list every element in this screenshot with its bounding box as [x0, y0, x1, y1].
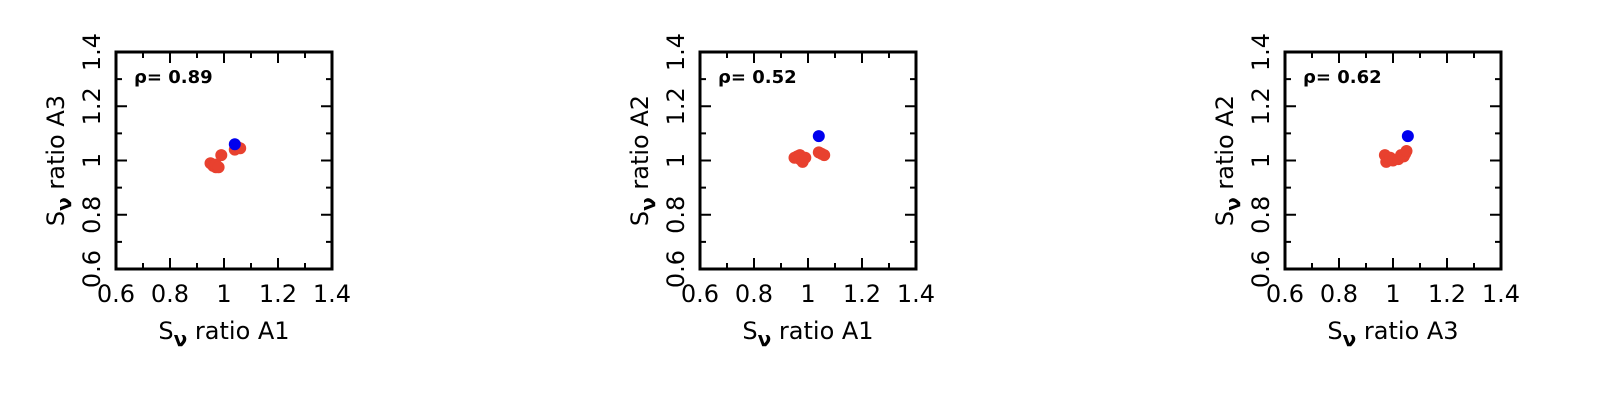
- correlation-annotation: ρ= 0.89: [134, 67, 213, 88]
- y-tick-label: 1: [78, 153, 106, 168]
- x-tick-label: 1.2: [1428, 280, 1466, 308]
- data-point-red: [818, 149, 831, 162]
- data-point-blue: [228, 138, 241, 151]
- scatter-panel-3: 0.6 0.8 1 1.2 1.4 0.6 0.8 1 1.2 1.4 Sν ratio A3 Sν …: [1211, 33, 1520, 351]
- data-point-blue: [1401, 130, 1414, 143]
- scatter-panel-1: 0.6 0.8 1 1.2 1.4 0.6 0.8 1 1.2 1.4 Sν ratio A1 Sν …: [42, 33, 351, 351]
- x-tick-label: 1.4: [1482, 280, 1520, 308]
- y-tick-label: 0.8: [78, 196, 106, 234]
- x-tick-label: 1: [216, 280, 231, 308]
- x-tick-label: 1.2: [259, 280, 297, 308]
- y-tick-label: 1.4: [1247, 33, 1275, 71]
- y-tick-label: 0.6: [662, 250, 690, 288]
- y-tick-label: 1.2: [1247, 87, 1275, 125]
- y-tick-label: 1: [1247, 153, 1275, 168]
- x-tick-label: 0.6: [681, 280, 719, 308]
- data-point-red: [1400, 145, 1413, 158]
- y-axis-label: Sν ratio A3: [42, 95, 76, 226]
- y-tick-label: 0.8: [1247, 196, 1275, 234]
- scatter-panel-2: 0.6 0.8 1 1.2 1.4 0.6 0.8 1 1.2 1.4 Sν ratio A1 Sν …: [626, 33, 935, 351]
- panels: 0.6 0.8 1 1.2 1.4 0.6 0.8 1 1.2 1.4 Sν ratio A1 Sν …: [42, 33, 1520, 351]
- y-tick-label: 1.4: [662, 33, 690, 71]
- x-tick-label: 1: [800, 280, 815, 308]
- x-tick-label: 0.6: [1266, 280, 1304, 308]
- x-tick-label: 0.8: [151, 280, 189, 308]
- y-tick-label: 1.2: [78, 87, 106, 125]
- x-tick-label: 0.8: [1320, 280, 1358, 308]
- x-tick-label: 0.8: [735, 280, 773, 308]
- x-tick-label: 1: [1385, 280, 1400, 308]
- correlation-annotation: ρ= 0.52: [718, 67, 797, 88]
- data-point-red: [799, 151, 812, 164]
- x-tick-label: 1.2: [843, 280, 881, 308]
- x-tick-label: 1.4: [313, 280, 351, 308]
- x-axis-label: Sν ratio A3: [1327, 317, 1458, 351]
- y-axis-label: Sν ratio A2: [626, 95, 660, 226]
- x-tick-label: 1.4: [897, 280, 935, 308]
- correlation-annotation: ρ= 0.62: [1303, 67, 1382, 88]
- data-point-red: [215, 149, 228, 162]
- y-axis-label: Sν ratio A2: [1211, 95, 1245, 226]
- y-tick-label: 1.2: [662, 87, 690, 125]
- data-point-blue: [812, 130, 825, 143]
- x-tick-label: 0.6: [97, 280, 135, 308]
- data-point-red: [212, 161, 225, 174]
- y-tick-label: 0.6: [1247, 250, 1275, 288]
- x-axis-label: Sν ratio A1: [742, 317, 873, 351]
- y-tick-label: 1: [662, 153, 690, 168]
- y-tick-label: 0.8: [662, 196, 690, 234]
- y-tick-label: 1.4: [78, 33, 106, 71]
- x-axis-label: Sν ratio A1: [158, 317, 289, 351]
- y-tick-label: 0.6: [78, 250, 106, 288]
